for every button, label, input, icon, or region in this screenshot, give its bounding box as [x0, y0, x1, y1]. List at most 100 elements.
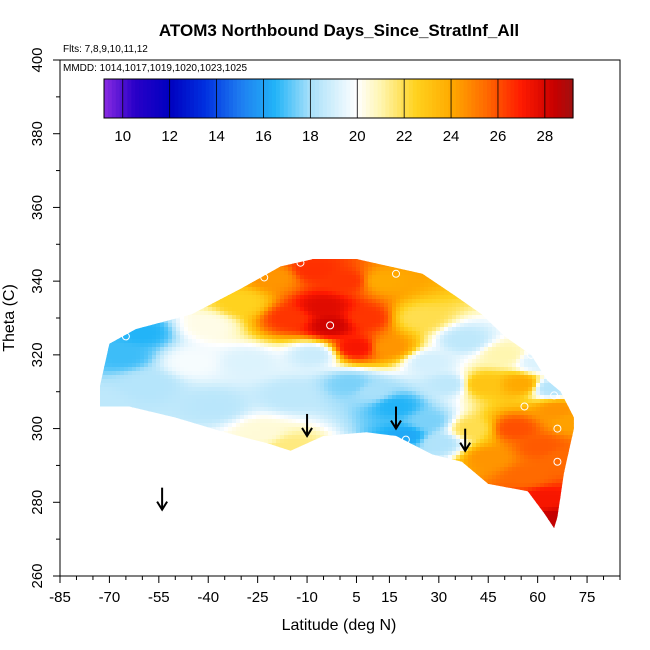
- heatmap-cell: [160, 395, 165, 400]
- heatmap-cell: [244, 447, 249, 452]
- heatmap-cell: [332, 343, 337, 348]
- heatmap-cell: [228, 343, 233, 348]
- heatmap-cell: [256, 459, 261, 464]
- heatmap-cell: [356, 359, 361, 364]
- heatmap-cell: [296, 455, 301, 460]
- heatmap-cell: [224, 483, 229, 488]
- heatmap-cell: [200, 339, 205, 344]
- heatmap-cell: [300, 475, 305, 480]
- heatmap-cell: [168, 451, 173, 456]
- heatmap-cell: [196, 355, 201, 360]
- heatmap-cell: [120, 383, 125, 388]
- heatmap-cell: [368, 259, 373, 264]
- heatmap-cell: [172, 459, 177, 464]
- heatmap-cell: [300, 423, 305, 428]
- heatmap-cell: [100, 415, 105, 420]
- heatmap-cell: [264, 299, 269, 304]
- heatmap-cell: [140, 375, 145, 380]
- heatmap-cell: [264, 471, 269, 476]
- heatmap-cell: [272, 375, 277, 380]
- heatmap-cell: [312, 399, 317, 404]
- heatmap-cell: [268, 259, 273, 260]
- heatmap-cell: [380, 487, 385, 492]
- heatmap-cell: [324, 463, 329, 468]
- heatmap-cell: [172, 275, 177, 280]
- heatmap-cell: [308, 407, 313, 412]
- heatmap-cell: [352, 491, 357, 496]
- heatmap-cell: [156, 511, 161, 516]
- heatmap-cell: [260, 319, 265, 324]
- heatmap-cell: [364, 479, 369, 484]
- heatmap-cell: [312, 435, 317, 440]
- heatmap-cell: [244, 371, 249, 376]
- heatmap-cell: [192, 383, 197, 388]
- heatmap-cell: [304, 363, 309, 368]
- heatmap-cell: [132, 423, 137, 428]
- heatmap-cell: [292, 339, 297, 344]
- heatmap-cell: [332, 515, 337, 520]
- heatmap-cell: [292, 327, 297, 332]
- heatmap-cell: [196, 439, 201, 444]
- heatmap-cell: [300, 307, 305, 312]
- heatmap-cell: [260, 287, 265, 292]
- heatmap-cell: [376, 479, 381, 484]
- heatmap-cell: [132, 391, 137, 396]
- heatmap-cell: [160, 359, 165, 364]
- heatmap-cell: [240, 331, 245, 336]
- heatmap-cell: [288, 515, 293, 520]
- heatmap-cell: [284, 327, 289, 332]
- heatmap-cell: [244, 311, 249, 316]
- heatmap-cell: [116, 519, 121, 524]
- heatmap-cell: [384, 455, 389, 460]
- heatmap-cell: [120, 307, 125, 312]
- heatmap-cell: [388, 327, 393, 332]
- heatmap-cell: [336, 379, 341, 384]
- heatmap-cell: [160, 435, 165, 440]
- heatmap-cell: [268, 343, 273, 348]
- heatmap-cell: [296, 511, 301, 516]
- heatmap-cell: [100, 455, 105, 460]
- heatmap-cell: [232, 503, 237, 508]
- heatmap-cell: [164, 279, 169, 284]
- heatmap-cell: [284, 427, 289, 432]
- heatmap-cell: [212, 351, 217, 356]
- heatmap-cell: [108, 339, 113, 344]
- heatmap-cell: [348, 407, 353, 412]
- heatmap-cell: [168, 487, 173, 492]
- heatmap-cell: [172, 383, 177, 388]
- heatmap-cell: [320, 367, 325, 372]
- heatmap-cell: [208, 347, 213, 352]
- heatmap-cell: [168, 263, 173, 268]
- heatmap-cell: [204, 491, 209, 496]
- heatmap-cell: [188, 363, 193, 368]
- heatmap-cell: [312, 283, 317, 288]
- heatmap-cell: [104, 271, 109, 276]
- heatmap-cell: [124, 491, 129, 496]
- heatmap-cell: [280, 439, 285, 444]
- heatmap-cell: [220, 267, 225, 272]
- heatmap-cell: [260, 423, 265, 428]
- heatmap-cell: [156, 327, 161, 332]
- heatmap-cell: [196, 503, 201, 508]
- heatmap-field: [100, 259, 574, 529]
- heatmap-cell: [216, 391, 221, 396]
- heatmap-cell: [288, 403, 293, 408]
- heatmap-cell: [328, 515, 333, 520]
- heatmap-cell: [260, 387, 265, 392]
- heatmap-cell: [232, 515, 237, 520]
- heatmap-cell: [160, 311, 165, 316]
- heatmap-cell: [204, 347, 209, 352]
- heatmap-cell: [300, 375, 305, 380]
- heatmap-cell: [164, 383, 169, 388]
- heatmap-cell: [368, 455, 373, 460]
- heatmap-cell: [348, 271, 353, 276]
- heatmap-cell: [336, 403, 341, 408]
- heatmap-cell: [316, 467, 321, 472]
- heatmap-cell: [276, 303, 281, 308]
- heatmap-cell: [236, 311, 241, 316]
- heatmap-cell: [380, 271, 385, 276]
- heatmap-cell: [124, 507, 129, 512]
- heatmap-cell: [220, 451, 225, 456]
- heatmap-cell: [212, 271, 217, 276]
- heatmap-cell: [376, 295, 381, 300]
